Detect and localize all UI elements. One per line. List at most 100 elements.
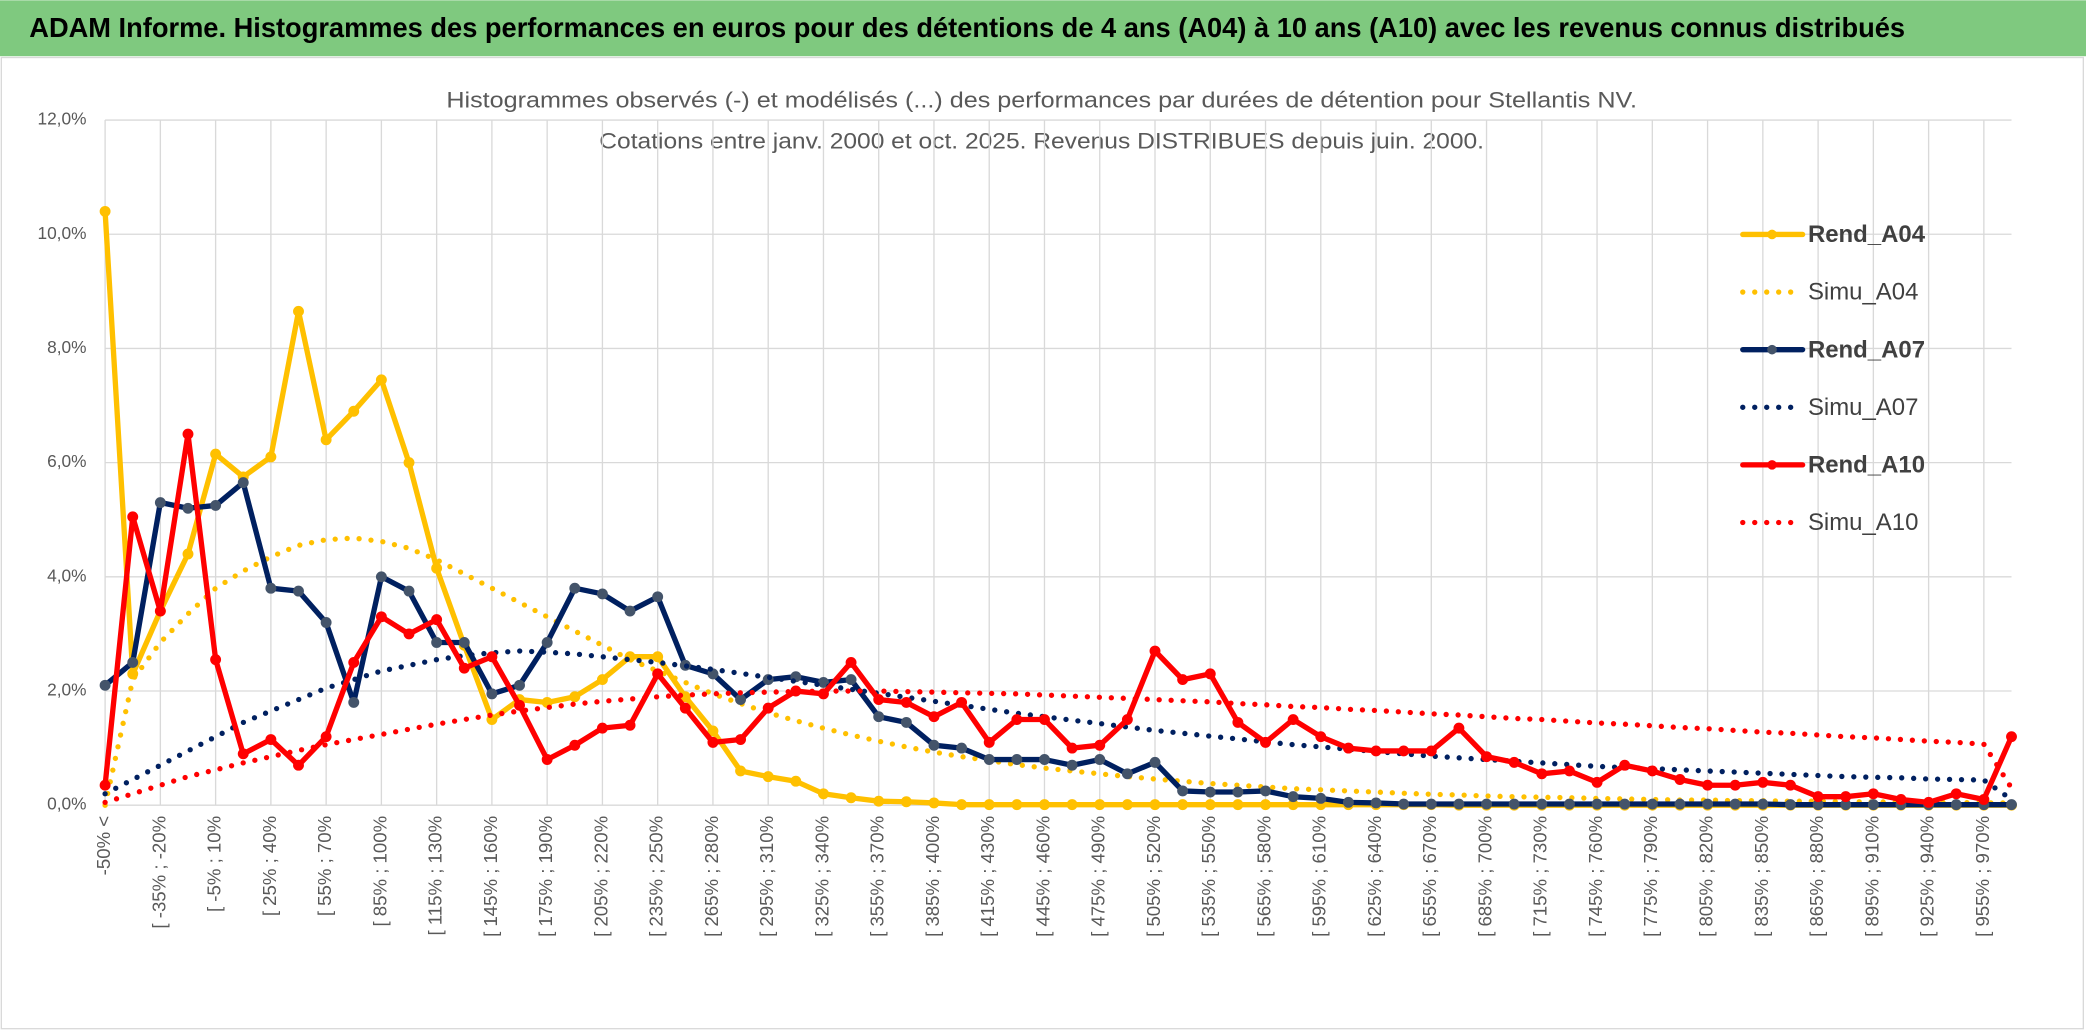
point (1094, 799, 1106, 811)
point (596, 674, 608, 686)
point (127, 656, 139, 668)
point (403, 585, 415, 597)
point (1177, 799, 1189, 811)
point (1508, 798, 1520, 810)
point (1425, 745, 1437, 757)
point (1923, 796, 1935, 808)
point (431, 614, 443, 626)
point (1536, 768, 1548, 780)
point (735, 734, 747, 745)
x-tick-label: [ 295% ; 310% (756, 816, 777, 937)
point (845, 656, 857, 668)
point (873, 795, 885, 807)
point (1729, 798, 1741, 810)
point (1674, 774, 1686, 785)
point (320, 434, 332, 446)
point (1619, 798, 1631, 810)
legend-label: Rend_A07 (1808, 336, 1925, 363)
point (1011, 714, 1023, 726)
point (2006, 731, 2017, 743)
point (1315, 792, 1327, 804)
chart-subtitle: Histogrammes observés (-) et modélisés (… (446, 87, 1637, 112)
x-tick-label: [ 55% ; 70% (314, 816, 335, 916)
point (1895, 794, 1907, 805)
legend-marker (1767, 229, 1777, 240)
point (375, 374, 387, 386)
point (1619, 759, 1631, 771)
point (486, 688, 498, 700)
x-tick-label: [ 655% ; 670% (1419, 816, 1440, 937)
point (569, 739, 581, 751)
point (1453, 722, 1465, 734)
point (375, 571, 387, 583)
point (541, 637, 553, 648)
point (873, 694, 885, 706)
point (624, 719, 636, 731)
point (265, 734, 277, 745)
point (348, 405, 360, 417)
point (928, 711, 940, 723)
point (1563, 798, 1575, 810)
point (900, 716, 912, 728)
point (1867, 799, 1879, 811)
point (2006, 799, 2017, 811)
y-tick-label: 0,0% (47, 794, 86, 814)
x-tick-label: [ 505% ; 520% (1143, 816, 1164, 937)
point (403, 628, 415, 640)
chart-subtitle: Cotations entre janv. 2000 et oct. 2025.… (599, 129, 1484, 154)
point (375, 611, 387, 623)
x-tick-label: [ 565% ; 580% (1253, 816, 1274, 937)
point (1149, 645, 1161, 657)
point (514, 699, 525, 711)
simulated-line (102, 535, 2015, 808)
point (1453, 798, 1465, 810)
x-tick-label: [ 955% ; 970% (1972, 816, 1993, 937)
point (1591, 798, 1603, 810)
point (928, 797, 940, 809)
y-tick-label: 4,0% (47, 565, 86, 585)
x-tick-label: [ 475% ; 490% (1088, 816, 1109, 937)
point (1757, 798, 1769, 810)
point (956, 742, 968, 754)
point (293, 585, 304, 597)
x-tick-label: [ 775% ; 790% (1640, 816, 1661, 937)
x-tick-label: [ 805% ; 820% (1696, 816, 1717, 937)
point (1260, 736, 1271, 748)
point (1702, 779, 1714, 791)
y-tick-label: 6,0% (47, 451, 86, 471)
point (1812, 791, 1824, 803)
point (1950, 788, 1962, 800)
legend-label: Simu_A07 (1808, 394, 1918, 421)
x-tick-label: [ 895% ; 910% (1861, 816, 1882, 937)
point (486, 651, 498, 663)
point (541, 754, 553, 765)
x-tick-label: [ 535% ; 550% (1198, 816, 1219, 937)
point (1342, 742, 1354, 754)
observed-line (102, 479, 2015, 808)
y-tick-label: 2,0% (47, 680, 86, 700)
point (1204, 786, 1216, 798)
point (817, 788, 829, 800)
point (1287, 791, 1299, 803)
x-tick-label: [ 145% ; 160% (480, 816, 501, 937)
point (928, 739, 940, 751)
point (1204, 668, 1216, 680)
point (900, 796, 912, 808)
point (762, 771, 774, 783)
point (1094, 754, 1106, 765)
point (1039, 754, 1050, 765)
point (652, 668, 664, 680)
point (1398, 745, 1410, 757)
point (99, 679, 111, 691)
point (679, 702, 691, 714)
point (762, 702, 774, 714)
point (1398, 798, 1410, 810)
point (403, 457, 415, 469)
point (1674, 798, 1686, 810)
x-tick-label: [ 415% ; 430% (977, 816, 998, 937)
point (431, 562, 443, 574)
point (1260, 785, 1271, 797)
point (1287, 714, 1299, 726)
observed-line (102, 431, 2015, 806)
